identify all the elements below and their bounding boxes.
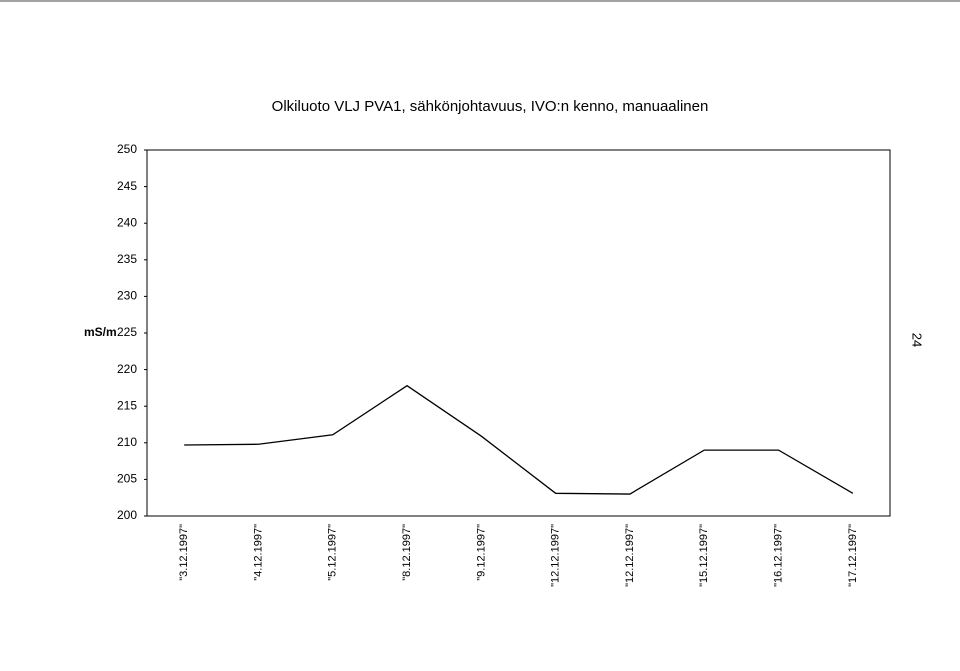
data-line	[184, 384, 854, 495]
x-tick-label: "9.12.1997"	[475, 524, 487, 581]
y-tick-label: 250	[117, 142, 137, 156]
x-tick-label: "17.12.1997"	[847, 524, 859, 587]
x-tick-label: "3.12.1997"	[178, 524, 190, 581]
y-tick-label: 215	[117, 398, 137, 412]
y-tick-label: 245	[117, 179, 137, 193]
x-tick-label: "16.12.1997"	[772, 524, 784, 587]
y-tick-label: 235	[117, 252, 137, 266]
x-tick-label: "15.12.1997"	[698, 524, 710, 587]
plot-frame	[146, 149, 891, 517]
y-tick-label: 210	[117, 435, 137, 449]
y-tick-label: 240	[117, 215, 137, 229]
x-tick-label: "8.12.1997"	[401, 524, 413, 581]
x-tick-label: "5.12.1997"	[327, 524, 339, 581]
chart-title: Olkiluoto VLJ PVA1, sähkönjohtavuus, IVO…	[272, 98, 709, 115]
y-tick-label: 220	[117, 362, 137, 376]
x-tick-label: "12.12.1997"	[550, 524, 562, 587]
y-tick-label: 230	[117, 289, 137, 303]
y-tick-label: 225	[117, 325, 137, 339]
x-tick-label: "12.12.1997"	[624, 524, 636, 587]
y-tick-label: 205	[117, 472, 137, 486]
x-tick-label: "4.12.1997"	[252, 524, 264, 581]
y-tick-label: 200	[117, 508, 137, 522]
y-axis-label: mS/m	[84, 325, 117, 339]
page-number: 24	[910, 333, 925, 347]
